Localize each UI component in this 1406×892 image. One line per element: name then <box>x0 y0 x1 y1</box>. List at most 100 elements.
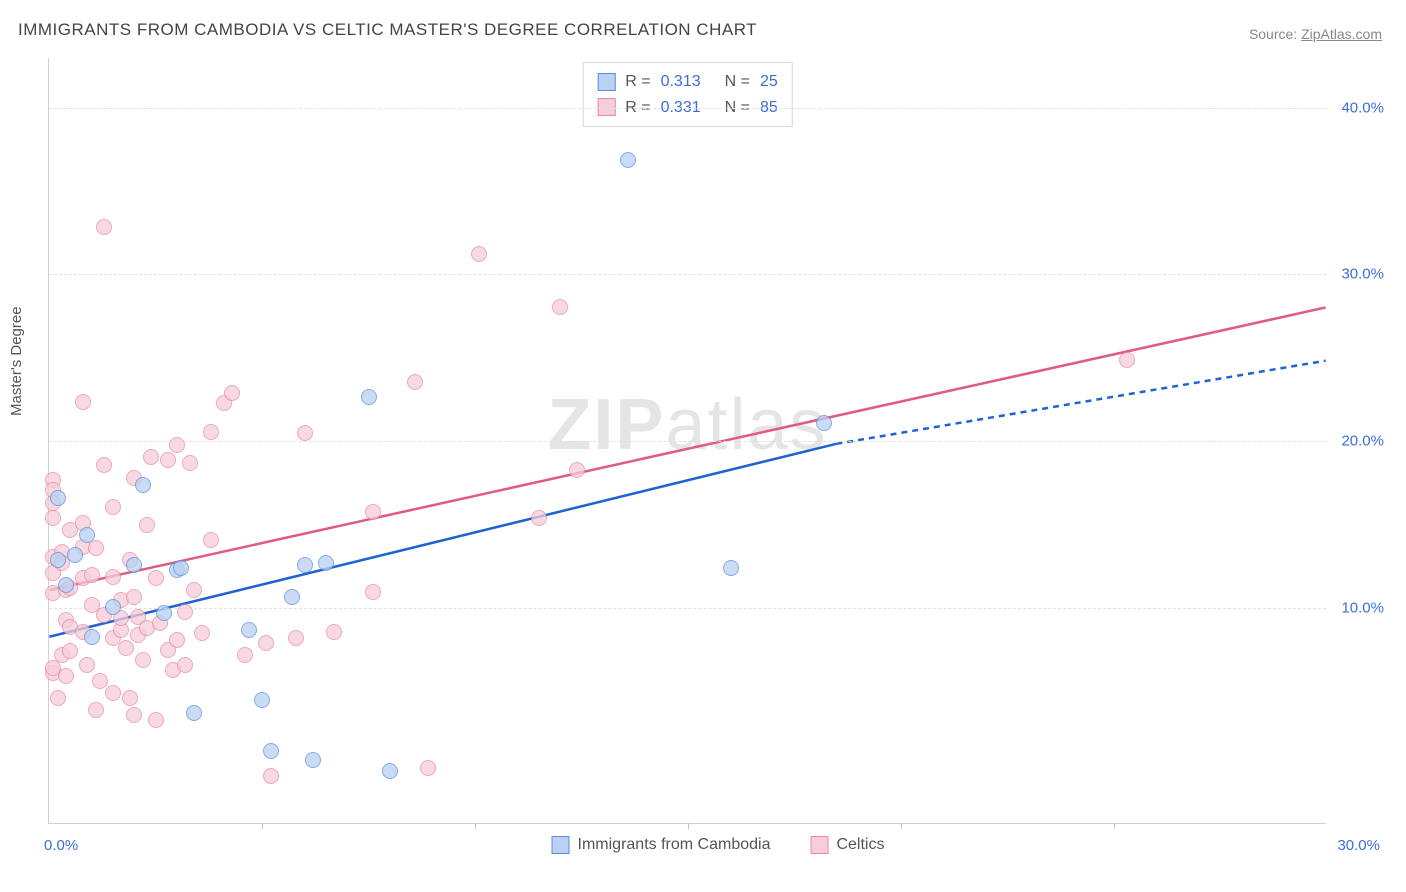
scatter-point-celtics <box>143 449 159 465</box>
y-tick-label: 20.0% <box>1341 433 1384 450</box>
legend-item: Celtics <box>810 836 884 854</box>
scatter-point-celtics <box>420 760 436 776</box>
scatter-point-celtics <box>237 647 253 663</box>
legend-item: Immigrants from Cambodia <box>552 836 771 854</box>
scatter-point-cambodia <box>126 557 142 573</box>
scatter-point-celtics <box>263 768 279 784</box>
scatter-point-celtics <box>326 624 342 640</box>
scatter-point-celtics <box>79 657 95 673</box>
source-label: Source: ZipAtlas.com <box>1249 26 1382 42</box>
scatter-point-celtics <box>552 299 568 315</box>
scatter-point-cambodia <box>297 557 313 573</box>
correlation-stats-box: R =0.313N =25R =0.331N =85 <box>582 62 793 127</box>
scatter-point-celtics <box>148 712 164 728</box>
x-tick-mark <box>475 823 476 829</box>
scatter-point-celtics <box>88 540 104 556</box>
scatter-point-celtics <box>148 570 164 586</box>
scatter-point-celtics <box>288 630 304 646</box>
scatter-point-cambodia <box>263 743 279 759</box>
scatter-point-celtics <box>160 452 176 468</box>
y-tick-label: 10.0% <box>1341 599 1384 616</box>
scatter-point-celtics <box>126 589 142 605</box>
scatter-point-cambodia <box>135 477 151 493</box>
x-tick-mark <box>1114 823 1115 829</box>
scatter-point-celtics <box>169 632 185 648</box>
scatter-point-celtics <box>194 625 210 641</box>
scatter-point-celtics <box>182 455 198 471</box>
legend-swatch <box>810 836 828 854</box>
scatter-point-cambodia <box>79 527 95 543</box>
scatter-point-celtics <box>407 374 423 390</box>
scatter-point-cambodia <box>284 589 300 605</box>
scatter-point-celtics <box>177 604 193 620</box>
scatter-point-cambodia <box>241 622 257 638</box>
scatter-point-cambodia <box>254 692 270 708</box>
scatter-point-celtics <box>203 532 219 548</box>
plot-area: ZIPatlas R =0.313N =25R =0.331N =85 10.0… <box>48 58 1326 824</box>
scatter-point-celtics <box>96 219 112 235</box>
scatter-point-cambodia <box>50 490 66 506</box>
x-axis-min-label: 0.0% <box>44 837 78 854</box>
gridline <box>49 441 1326 442</box>
scatter-point-celtics <box>58 668 74 684</box>
scatter-point-celtics <box>169 437 185 453</box>
scatter-point-celtics <box>203 424 219 440</box>
scatter-point-cambodia <box>382 763 398 779</box>
scatter-point-celtics <box>105 569 121 585</box>
gridline <box>49 108 1326 109</box>
scatter-point-cambodia <box>186 705 202 721</box>
chart-title: IMMIGRANTS FROM CAMBODIA VS CELTIC MASTE… <box>18 20 757 40</box>
x-tick-mark <box>262 823 263 829</box>
stats-row: R =0.313N =25 <box>597 69 778 95</box>
scatter-point-cambodia <box>156 605 172 621</box>
scatter-point-cambodia <box>173 560 189 576</box>
y-tick-label: 40.0% <box>1341 99 1384 116</box>
scatter-point-celtics <box>50 690 66 706</box>
scatter-point-celtics <box>45 510 61 526</box>
scatter-point-celtics <box>471 246 487 262</box>
legend: Immigrants from Cambodia Celtics <box>552 836 885 854</box>
scatter-point-celtics <box>126 707 142 723</box>
scatter-point-celtics <box>105 499 121 515</box>
scatter-point-celtics <box>365 584 381 600</box>
gridline <box>49 608 1326 609</box>
scatter-point-celtics <box>96 457 112 473</box>
scatter-point-celtics <box>224 385 240 401</box>
scatter-point-celtics <box>569 462 585 478</box>
y-axis-label: Master's Degree <box>8 306 25 416</box>
scatter-point-celtics <box>186 582 202 598</box>
scatter-point-cambodia <box>361 389 377 405</box>
gridline <box>49 274 1326 275</box>
scatter-point-cambodia <box>723 560 739 576</box>
scatter-point-cambodia <box>620 152 636 168</box>
legend-swatch <box>552 836 570 854</box>
scatter-point-cambodia <box>67 547 83 563</box>
scatter-point-celtics <box>122 690 138 706</box>
scatter-point-celtics <box>62 643 78 659</box>
scatter-point-cambodia <box>105 599 121 615</box>
scatter-point-cambodia <box>816 415 832 431</box>
scatter-point-cambodia <box>58 577 74 593</box>
scatter-point-celtics <box>135 652 151 668</box>
scatter-point-celtics <box>531 510 547 526</box>
scatter-point-celtics <box>88 702 104 718</box>
chart-container: ZIPatlas R =0.313N =25R =0.331N =85 10.0… <box>48 58 1388 854</box>
scatter-point-cambodia <box>305 752 321 768</box>
scatter-point-celtics <box>84 567 100 583</box>
x-tick-mark <box>688 823 689 829</box>
scatter-point-celtics <box>92 673 108 689</box>
scatter-point-celtics <box>258 635 274 651</box>
y-tick-label: 30.0% <box>1341 266 1384 283</box>
scatter-point-celtics <box>177 657 193 673</box>
scatter-point-celtics <box>118 640 134 656</box>
legend-swatch <box>597 73 615 91</box>
scatter-point-celtics <box>105 685 121 701</box>
scatter-point-cambodia <box>84 629 100 645</box>
watermark: ZIPatlas <box>547 384 827 466</box>
scatter-point-celtics <box>365 504 381 520</box>
scatter-point-cambodia <box>318 555 334 571</box>
x-axis-max-label: 30.0% <box>1337 837 1380 854</box>
x-tick-mark <box>901 823 902 829</box>
scatter-point-celtics <box>1119 352 1135 368</box>
scatter-point-celtics <box>75 394 91 410</box>
